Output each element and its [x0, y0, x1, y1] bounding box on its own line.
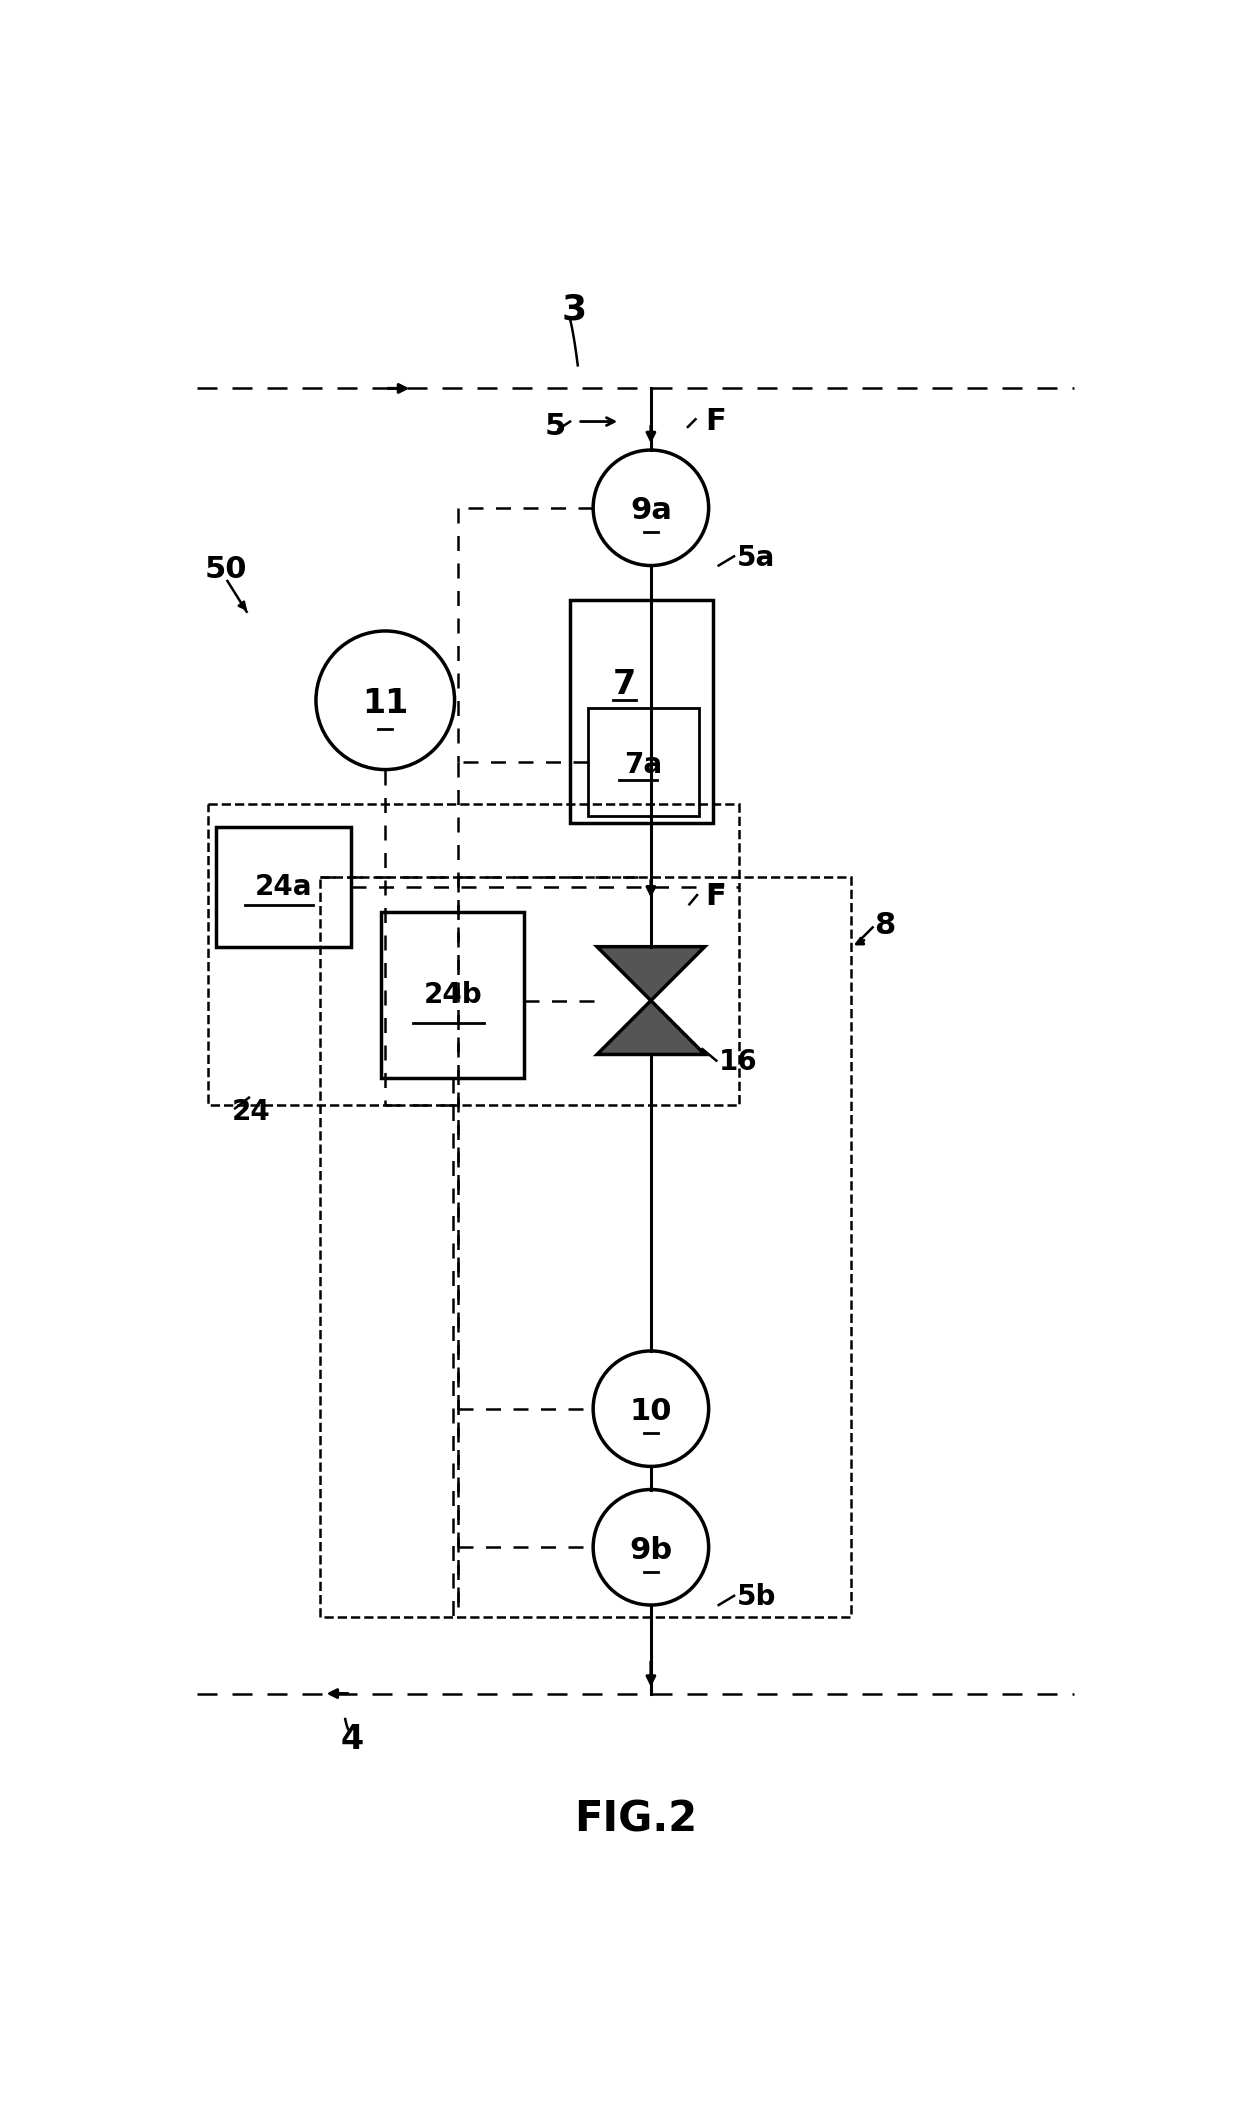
Text: 24: 24: [231, 1099, 270, 1127]
Text: 4: 4: [341, 1723, 363, 1757]
Text: 3: 3: [562, 292, 587, 326]
Text: 9a: 9a: [630, 497, 672, 526]
Text: F: F: [704, 882, 725, 911]
Bar: [320, 877, 851, 1617]
Bar: [570, 600, 713, 824]
Text: F: F: [704, 408, 725, 435]
Bar: [208, 803, 739, 1104]
Text: 24a: 24a: [254, 873, 312, 901]
Text: 10: 10: [630, 1397, 672, 1427]
Bar: [216, 827, 351, 947]
Text: 16: 16: [719, 1049, 758, 1076]
Text: 7a: 7a: [625, 750, 662, 778]
Text: 8: 8: [874, 911, 895, 939]
Text: 5b: 5b: [737, 1583, 776, 1611]
Text: 11: 11: [362, 687, 408, 721]
Text: FIG.2: FIG.2: [574, 1799, 697, 1841]
Polygon shape: [596, 1000, 704, 1055]
Text: 5a: 5a: [737, 543, 775, 571]
Polygon shape: [596, 947, 704, 1000]
Bar: [382, 911, 523, 1078]
Bar: [588, 708, 699, 816]
Text: 50: 50: [205, 554, 247, 583]
Text: 24b: 24b: [423, 981, 482, 1008]
Text: 5: 5: [544, 412, 567, 442]
Text: 9b: 9b: [630, 1537, 672, 1564]
Text: 7: 7: [613, 668, 636, 702]
